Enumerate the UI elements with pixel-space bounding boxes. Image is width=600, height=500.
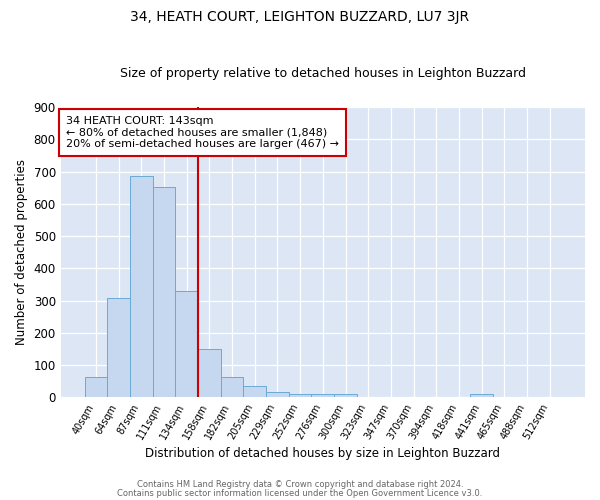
Bar bbox=[221, 377, 244, 398]
Bar bbox=[266, 392, 289, 398]
Text: 34, HEATH COURT, LEIGHTON BUZZARD, LU7 3JR: 34, HEATH COURT, LEIGHTON BUZZARD, LU7 3… bbox=[130, 10, 470, 24]
Bar bbox=[152, 187, 175, 398]
Bar bbox=[175, 291, 198, 398]
Bar bbox=[334, 394, 357, 398]
Bar bbox=[198, 349, 221, 398]
Text: Contains public sector information licensed under the Open Government Licence v3: Contains public sector information licen… bbox=[118, 488, 482, 498]
Bar bbox=[85, 377, 107, 398]
Bar bbox=[130, 176, 152, 398]
Bar bbox=[311, 394, 334, 398]
Bar bbox=[470, 394, 493, 398]
Text: 34 HEATH COURT: 143sqm
← 80% of detached houses are smaller (1,848)
20% of semi-: 34 HEATH COURT: 143sqm ← 80% of detached… bbox=[66, 116, 339, 149]
Y-axis label: Number of detached properties: Number of detached properties bbox=[15, 159, 28, 345]
Title: Size of property relative to detached houses in Leighton Buzzard: Size of property relative to detached ho… bbox=[120, 66, 526, 80]
X-axis label: Distribution of detached houses by size in Leighton Buzzard: Distribution of detached houses by size … bbox=[145, 447, 500, 460]
Bar bbox=[244, 386, 266, 398]
Bar bbox=[107, 298, 130, 398]
Bar bbox=[289, 394, 311, 398]
Text: Contains HM Land Registry data © Crown copyright and database right 2024.: Contains HM Land Registry data © Crown c… bbox=[137, 480, 463, 489]
